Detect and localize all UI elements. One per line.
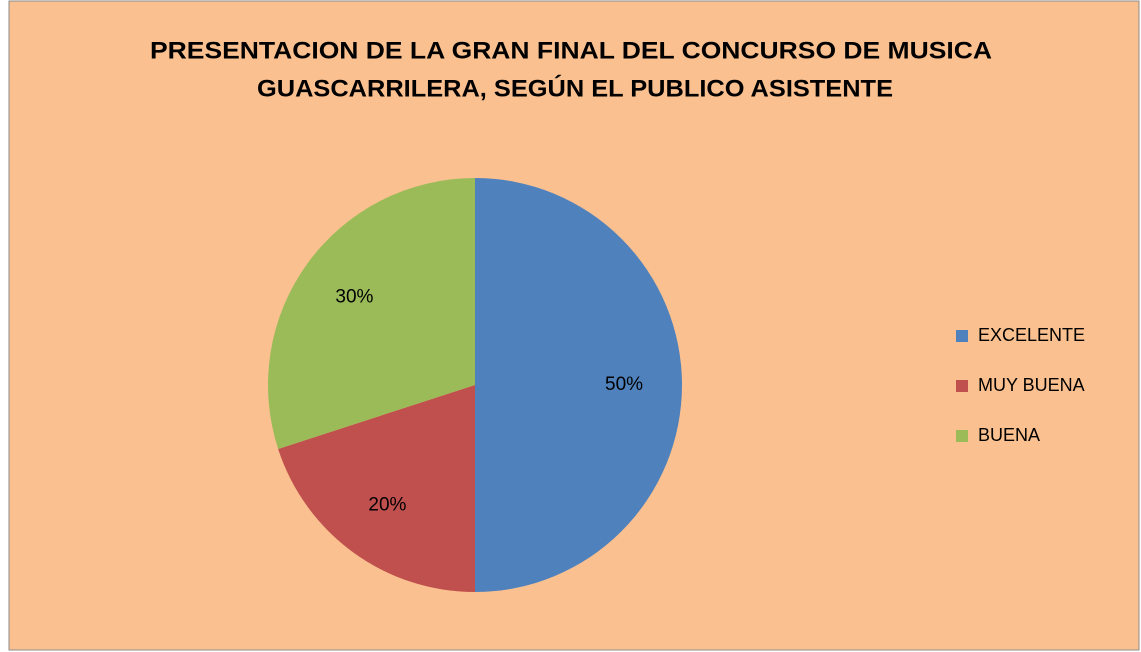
legend-label: BUENA xyxy=(978,425,1040,445)
legend-label: EXCELENTE xyxy=(978,325,1085,345)
legend-swatch xyxy=(956,330,968,342)
legend-swatch xyxy=(956,380,968,392)
chart-title: PRESENTACION DE LA GRAN FINAL DEL CONCUR… xyxy=(150,37,992,64)
chart-title: GUASCARRILERA, SEGÚN EL PUBLICO ASISTENT… xyxy=(257,74,893,102)
pie-slice xyxy=(475,178,682,592)
data-label: 50% xyxy=(605,374,643,395)
legend-label: MUY BUENA xyxy=(978,375,1085,395)
data-label: 20% xyxy=(368,495,406,516)
pie-slice xyxy=(267,177,475,449)
pie-slice xyxy=(278,385,475,592)
legend-swatch xyxy=(956,430,968,442)
data-label: 30% xyxy=(335,286,373,307)
